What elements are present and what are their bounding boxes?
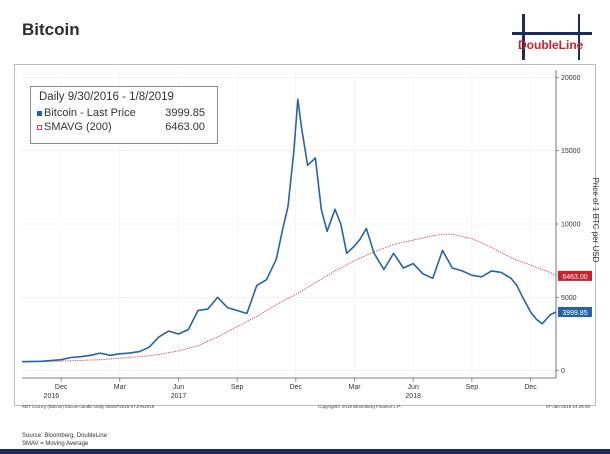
x-tick-label: Mar [114, 384, 127, 391]
logo-vertical-bar [522, 14, 525, 60]
bottom-left-info: XBT Curncy (Bitcoin) bitcoin candle Dail… [22, 404, 155, 409]
bitcoin-price-line [21, 98, 557, 363]
bitcoin-series [21, 98, 557, 363]
legend-swatch-smavg [37, 124, 42, 130]
legend-swatch-bitcoin [37, 110, 42, 116]
doubleline-logo: DoubleLine [512, 14, 592, 60]
legend-value-smavg: 6463.00 [165, 121, 205, 133]
legend-value-bitcoin: 3999.85 [165, 107, 205, 119]
x-tick-label: Mar [348, 384, 361, 391]
bitcoin-last-value-tag-bg [558, 307, 592, 318]
bottom-right-info: 07-Jan-2019 14:28:49 [546, 404, 591, 409]
y-axis-label: Price of 1 BTC per USD [591, 178, 600, 263]
x-tick-label: Sep [231, 384, 244, 391]
y-tick-label: 5000 [561, 295, 577, 302]
year-label: 2016 [44, 393, 60, 400]
legend-label-bitcoin: Bitcoin - Last Price [44, 107, 136, 119]
x-tick-label: Dec [524, 384, 537, 391]
x-tick-label: Dec [290, 384, 303, 391]
smavg-series [21, 233, 557, 363]
page-title: Bitcoin [22, 20, 80, 39]
smavg-line [21, 233, 557, 363]
year-label: 2017 [171, 393, 187, 400]
smavg-last-value-tag-text: 6463.00 [562, 274, 587, 281]
smavg-last-value-tag: 6463.00 [558, 270, 592, 281]
y-tick-label: 15000 [561, 148, 581, 155]
logo-vertical-bar-right [578, 14, 580, 60]
axes: 0 5000 10000 15000 20000 Dec Mar Jun Sep Dec Mar Ju… [44, 75, 592, 400]
year-label: 2018 [405, 393, 421, 400]
y-tick-label: 0 [561, 368, 565, 375]
footer-bar [0, 449, 610, 454]
x-tick-label: Jun [173, 384, 184, 391]
legend-item-bitcoin: Bitcoin - Last Price 3999.85 [37, 107, 211, 119]
bottom-center-info: Copyright© 2019 Bloomberg Finance L.P. [318, 403, 401, 409]
logo-horizontal-bar [512, 32, 592, 35]
bitcoin-last-value-tag: 3999.85 [558, 307, 592, 318]
smav-note: SMAV = Moving Average [22, 441, 89, 447]
bitcoin-last-value-tag-text: 3999.85 [562, 310, 587, 317]
x-tick-label: Sep [466, 384, 479, 391]
x-tick-label: Jun [408, 384, 419, 391]
y-tick-label: 20000 [561, 75, 581, 82]
y-tick-label: 10000 [561, 222, 581, 229]
x-tick-label: Dec [55, 384, 68, 391]
source-note: Source: Bloomberg, DoubleLine [22, 433, 108, 439]
logo-text: DoubleLine [518, 38, 584, 52]
legend-label-smavg: SMAVG (200) [44, 121, 112, 133]
chart-legend: Daily 9/30/2016 - 1/8/2019 Bitcoin - Las… [30, 86, 218, 144]
smavg-last-value-tag-bg [558, 270, 592, 281]
legend-item-smavg: SMAVG (200) 6463.00 [37, 121, 211, 133]
legend-header: Daily 9/30/2016 - 1/8/2019 [39, 91, 174, 103]
